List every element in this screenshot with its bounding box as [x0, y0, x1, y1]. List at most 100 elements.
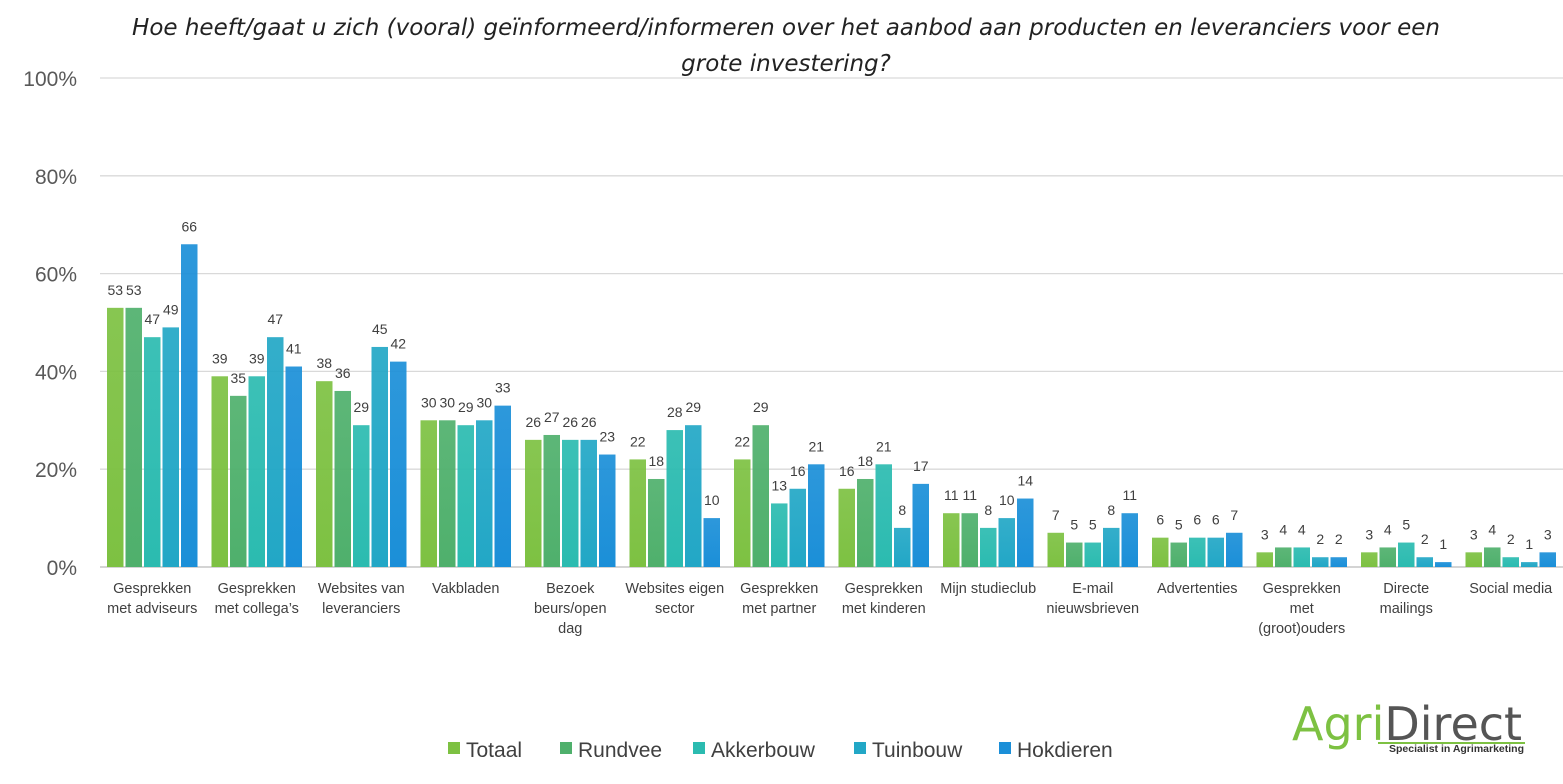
bar-hokdieren — [1017, 498, 1034, 567]
bar-hokdieren — [1121, 513, 1138, 567]
data-label: 18 — [648, 453, 664, 469]
data-label: 26 — [581, 414, 597, 430]
x-category-label: Gesprekken — [1263, 581, 1341, 597]
data-label: 8 — [898, 502, 906, 518]
data-label: 10 — [999, 492, 1015, 508]
x-category-label: beurs/open — [534, 601, 607, 617]
x-category-label: leveranciers — [322, 601, 400, 617]
data-label: 22 — [734, 433, 750, 449]
x-category-label: Social media — [1469, 581, 1553, 597]
x-category-label: Websites eigen — [625, 581, 724, 597]
bar-hokdieren — [390, 361, 407, 567]
data-label: 47 — [144, 311, 160, 327]
data-label: 39 — [249, 350, 265, 366]
bar-rundvee — [1275, 547, 1292, 567]
bar-tuinbouw — [1103, 527, 1120, 567]
x-category-label: Mijn studieclub — [940, 581, 1036, 597]
legend-swatch-hokdieren — [999, 742, 1011, 754]
data-label: 29 — [685, 399, 701, 415]
data-label: 42 — [390, 336, 406, 352]
data-label: 36 — [335, 365, 351, 381]
bar-totaal — [1152, 537, 1169, 567]
x-category-label: Directe — [1383, 581, 1429, 597]
data-label: 30 — [439, 394, 455, 410]
data-label: 3 — [1261, 526, 1269, 542]
x-category-label: E-mail — [1072, 581, 1113, 597]
x-category-label: Websites van — [318, 581, 405, 597]
bar-totaal — [420, 420, 437, 567]
legend-label-tuinbouw: Tuinbouw — [872, 739, 963, 762]
bar-totaal — [1047, 532, 1064, 567]
legend-label-akkerbouw: Akkerbouw — [711, 739, 816, 762]
x-category-label: Bezoek — [546, 581, 595, 597]
data-label: 5 — [1089, 517, 1097, 533]
data-label: 49 — [163, 301, 179, 317]
data-label: 6 — [1212, 512, 1220, 528]
bar-rundvee — [125, 307, 142, 567]
data-label: 13 — [771, 477, 787, 493]
x-category-label: nieuwsbrieven — [1046, 601, 1139, 617]
bar-rundvee — [439, 420, 456, 567]
bar-tuinbouw — [789, 488, 806, 567]
bar-akkerbouw — [1502, 557, 1519, 567]
data-label: 5 — [1070, 517, 1078, 533]
bar-tuinbouw — [267, 337, 284, 567]
y-tick-label: 0% — [47, 557, 77, 580]
data-label: 6 — [1193, 512, 1201, 528]
logo-tagline: Specialist in Agrimarketing — [1389, 743, 1524, 755]
bar-hokdieren — [285, 366, 302, 567]
data-label: 53 — [107, 282, 123, 298]
bar-akkerbouw — [1084, 542, 1101, 567]
y-tick-label: 80% — [35, 166, 77, 189]
bar-totaal — [107, 307, 124, 567]
legend: Totaal Rundvee Akkerbouw Tuinbouw Hokdieren — [448, 739, 1113, 762]
bar-rundvee — [230, 395, 247, 567]
bar-akkerbouw — [1293, 547, 1310, 567]
chart-title-line-1: Hoe heeft/gaat u zich (vooral) geïnforme… — [132, 15, 1440, 41]
bar-akkerbouw — [875, 464, 892, 567]
bar-hokdieren — [494, 405, 511, 567]
x-category-label: Gesprekken — [113, 581, 191, 597]
data-label: 2 — [1421, 531, 1429, 547]
bar-hokdieren — [181, 244, 198, 567]
bar-hokdieren — [703, 518, 720, 567]
x-category-label: (groot)ouders — [1258, 621, 1345, 637]
bar-hokdieren — [1435, 562, 1452, 567]
bar-rundvee — [1379, 547, 1396, 567]
data-label: 26 — [525, 414, 541, 430]
bar-totaal — [943, 513, 960, 567]
x-category-label: mailings — [1380, 601, 1433, 617]
data-label: 66 — [181, 218, 197, 234]
x-category-label: dag — [558, 621, 582, 637]
bar-rundvee — [961, 513, 978, 567]
bar-akkerbouw — [248, 376, 265, 567]
bar-akkerbouw — [562, 439, 579, 567]
data-label: 17 — [913, 458, 929, 474]
data-label: 11 — [944, 487, 959, 503]
bar-akkerbouw — [144, 337, 161, 567]
data-label: 41 — [286, 341, 302, 357]
data-label: 29 — [353, 399, 369, 415]
x-category-label: Vakbladen — [432, 581, 499, 597]
data-label: 23 — [599, 429, 615, 445]
agridirect-logo: AgriDirect Specialist in Agrimarketing — [1292, 697, 1525, 755]
x-category-label: met kinderen — [842, 601, 926, 617]
data-label: 29 — [753, 399, 769, 415]
bar-rundvee — [543, 434, 560, 567]
bar-tuinbouw — [998, 518, 1015, 567]
y-axis-ticks: 0% 20% 40% 60% 80% 100% — [23, 68, 77, 580]
bar-akkerbouw — [771, 503, 788, 567]
bar-hokdieren — [1330, 557, 1347, 567]
bar-rundvee — [648, 478, 665, 567]
y-tick-label: 100% — [23, 68, 77, 91]
data-label: 33 — [495, 380, 511, 396]
chart-title-line-2: grote investering? — [681, 51, 891, 77]
bar-rundvee — [752, 425, 769, 567]
data-label: 5 — [1175, 517, 1183, 533]
data-label: 10 — [704, 492, 720, 508]
data-label: 7 — [1052, 507, 1060, 523]
x-axis-categories: Gesprekken met adviseurs Gesprekken met col… — [107, 581, 1553, 637]
bar-akkerbouw — [353, 425, 370, 567]
bar-tuinbouw — [1312, 557, 1329, 567]
